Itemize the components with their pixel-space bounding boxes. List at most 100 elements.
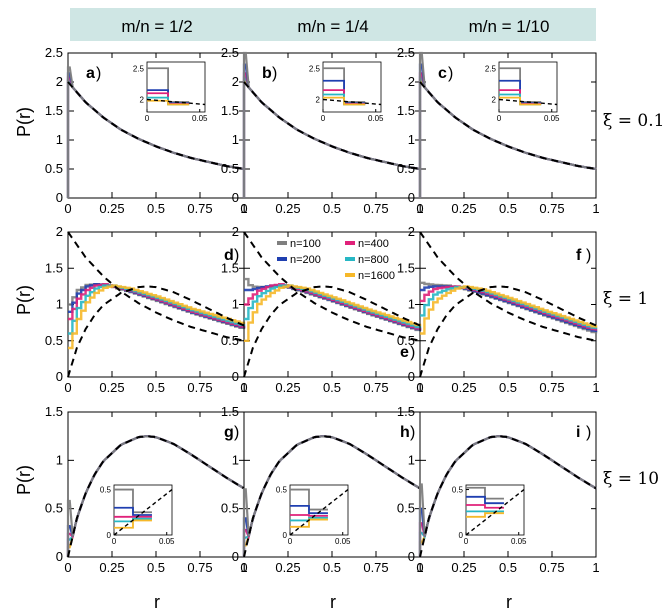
x-tick-label: 0 bbox=[64, 201, 71, 216]
x-tick-label: 0.5 bbox=[499, 380, 517, 395]
header-band bbox=[70, 8, 596, 41]
inset-x-tick-label: 0 bbox=[321, 114, 326, 123]
panel-letter-paren: ) bbox=[96, 65, 101, 82]
series-n=1600 bbox=[420, 285, 598, 335]
inset-y-tick-label: 2.5 bbox=[133, 64, 145, 73]
inset-x-tick-label: 0.05 bbox=[192, 114, 208, 123]
x-tick-label: 0.25 bbox=[99, 380, 124, 395]
series-n=400 bbox=[420, 285, 598, 331]
y-tick-label: 0 bbox=[232, 549, 239, 564]
y-tick-label: 0 bbox=[232, 369, 239, 384]
axes-frame bbox=[67, 231, 245, 378]
x-tick-label: 0.75 bbox=[539, 201, 564, 216]
x-axis-label-col2: r bbox=[330, 592, 336, 612]
x-tick-label: 1 bbox=[240, 380, 247, 395]
x-tick-label: 0.5 bbox=[499, 201, 517, 216]
y-tick-label: 2 bbox=[408, 224, 415, 239]
inset-a: 0 0.05 2 2.5 bbox=[133, 61, 208, 123]
row-label-3: ξ = 10 bbox=[603, 469, 659, 489]
x-axis-label-col1: r bbox=[154, 592, 160, 612]
x-tick-label: 0.25 bbox=[99, 201, 124, 216]
series-n=1600 bbox=[68, 284, 246, 350]
theory-curve-1 bbox=[243, 231, 421, 342]
x-tick-label: 0.25 bbox=[275, 560, 300, 575]
column-header-3: m/n = 1/10 bbox=[469, 17, 550, 36]
theory-curve-1 bbox=[243, 81, 421, 170]
theory-curve-1 bbox=[419, 231, 597, 342]
y-tick-label: 0 bbox=[408, 190, 415, 205]
y-tick-label: 0.5 bbox=[221, 333, 239, 348]
column-header-2: m/n = 1/4 bbox=[297, 17, 368, 36]
y-tick-label: 1.5 bbox=[45, 103, 63, 118]
inset-y-tick-label: 2 bbox=[316, 96, 321, 105]
y-tick-label: 0 bbox=[56, 369, 63, 384]
x-tick-label: 0.25 bbox=[275, 380, 300, 395]
y-axis-label-row3: P(r) bbox=[14, 465, 34, 495]
inset-x-tick-label: 0 bbox=[145, 114, 150, 123]
inset-i: 0 0.05 0 0.5 bbox=[452, 484, 527, 546]
y-tick-label: 1 bbox=[408, 132, 415, 147]
y-tick-label: 1.5 bbox=[221, 404, 239, 419]
panel-letter-paren: ) bbox=[410, 424, 415, 441]
theory-curve-1 bbox=[67, 231, 245, 342]
y-tick-label: 1.5 bbox=[397, 404, 415, 419]
panel-letter: c bbox=[438, 65, 447, 82]
x-tick-label: 0.75 bbox=[539, 560, 564, 575]
inset-x-tick-label: 0.05 bbox=[544, 114, 560, 123]
legend-label-n100: n=100 bbox=[290, 238, 321, 250]
panel-letter-paren: ) bbox=[586, 424, 591, 441]
inset-x-tick-label: 0.05 bbox=[335, 537, 351, 546]
inset-theory bbox=[465, 488, 525, 536]
inset-frame bbox=[465, 484, 525, 536]
row-label-2: ξ = 1 bbox=[603, 289, 648, 309]
x-tick-label: 0.25 bbox=[451, 201, 476, 216]
inset-b: 0 0.05 2 2.5 bbox=[309, 61, 384, 123]
inset-y-tick-label: 2 bbox=[140, 96, 145, 105]
y-tick-label: 2.5 bbox=[45, 45, 63, 60]
x-tick-label: 1 bbox=[416, 560, 423, 575]
inset-theory bbox=[146, 98, 206, 106]
inset-theory bbox=[322, 98, 382, 106]
x-tick-label: 0 bbox=[416, 201, 423, 216]
y-tick-label: 0 bbox=[56, 190, 63, 205]
theory-curve-1 bbox=[419, 81, 597, 170]
inset-y-tick-label: 0 bbox=[459, 531, 464, 540]
y-tick-label: 0 bbox=[408, 549, 415, 564]
series-n=400 bbox=[68, 283, 246, 328]
y-tick-label: 2.5 bbox=[221, 45, 239, 60]
x-tick-label: 0 bbox=[240, 560, 247, 575]
x-tick-label: 1 bbox=[416, 380, 423, 395]
x-tick-label: 0.75 bbox=[363, 560, 388, 575]
inset-series-n=1600 bbox=[114, 519, 152, 529]
y-tick-label: 0.5 bbox=[221, 161, 239, 176]
series-n=400 bbox=[244, 283, 422, 330]
x-tick-label: 0.5 bbox=[147, 560, 165, 575]
y-tick-label: 1 bbox=[56, 132, 63, 147]
theory-curve-1 bbox=[67, 435, 245, 558]
row-label-1: ξ = 0.1 bbox=[603, 111, 664, 131]
panel-letter-paren: ) bbox=[448, 65, 453, 82]
inset-x-tick-label: 0 bbox=[464, 537, 469, 546]
panel-letter: b bbox=[262, 65, 272, 82]
y-tick-label: 0.5 bbox=[397, 161, 415, 176]
x-tick-label: 0.5 bbox=[147, 380, 165, 395]
x-tick-label: 1 bbox=[592, 201, 599, 216]
inset-series-n=100 bbox=[466, 486, 504, 500]
panel-letter: a bbox=[86, 65, 95, 82]
y-tick-label: 0.5 bbox=[45, 161, 63, 176]
theory-curve-2 bbox=[243, 285, 421, 378]
axes-frame bbox=[243, 231, 421, 378]
panel-e: 0 0.25 0.5 0.75 100.511.52e) bbox=[221, 224, 424, 395]
x-tick-label: 0 bbox=[416, 560, 423, 575]
inset-y-tick-label: 0.5 bbox=[100, 486, 112, 495]
y-tick-label: 2 bbox=[56, 224, 63, 239]
inset-series-n=400 bbox=[466, 504, 504, 509]
y-tick-label: 0.5 bbox=[397, 501, 415, 516]
inset-x-tick-label: 0.05 bbox=[511, 537, 527, 546]
x-tick-label: 0.5 bbox=[323, 201, 341, 216]
inset-y-tick-label: 0.5 bbox=[452, 486, 464, 495]
x-tick-label: 0 bbox=[64, 380, 71, 395]
